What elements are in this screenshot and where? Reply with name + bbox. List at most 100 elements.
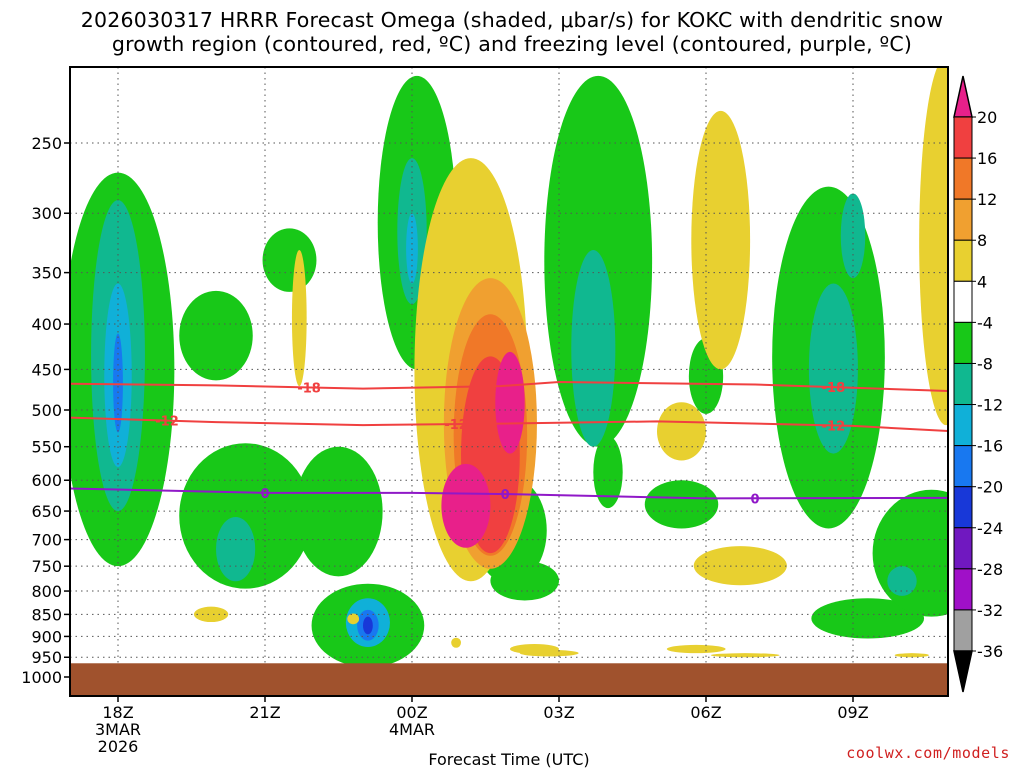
colorbar-bottom-arrow [953, 650, 973, 693]
omega-region-4 [691, 110, 751, 370]
omega-region-neg8 [872, 489, 948, 617]
omega-region-4 [710, 653, 780, 658]
colorbar-label: -12 [977, 396, 1003, 415]
colorbar-label: 20 [977, 108, 997, 127]
colorbar-top-arrow [953, 75, 973, 118]
omega-region-neg8 [294, 446, 383, 577]
colorbar-segment [953, 609, 973, 652]
y-tick-label: 300 [31, 204, 62, 223]
colorbar-label: -16 [977, 437, 1003, 456]
colorbar-label: 8 [977, 231, 987, 250]
colorbar-label: -32 [977, 601, 1003, 620]
colorbar-segment [953, 321, 973, 364]
y-axis: 250 300 350 400 450 500 550 600 650 700 750 800 850 9… [21, 134, 70, 687]
colorbar-segment [953, 198, 973, 241]
y-tick-label: 900 [31, 627, 62, 646]
omega-region-neg12 [887, 566, 917, 596]
colorbar-segment [953, 116, 973, 159]
contour-neg18 [70, 381, 948, 392]
contour-neg12 [70, 416, 948, 433]
y-tick-label: 500 [31, 401, 62, 420]
omega-region-4 [693, 546, 787, 586]
contour-lines: -18 -18 -12 -12 -12 0 0 0 [70, 381, 948, 507]
colorbar-label: -8 [977, 354, 993, 373]
colorbar-segment [953, 568, 973, 611]
colorbar-segment [953, 280, 973, 323]
y-tick-label: 800 [31, 582, 62, 601]
omega-region-neg8 [490, 561, 559, 601]
omega-region-4 [347, 613, 360, 625]
omega-region-20 [495, 351, 525, 454]
colorbar-segment [953, 157, 973, 200]
y-tick-label: 250 [31, 134, 62, 153]
y-tick-label: 1000 [21, 668, 62, 687]
chart-title-line1: 2026030317 HRRR Forecast Omega (shaded, … [80, 8, 944, 32]
omega-region-neg8 [593, 436, 623, 509]
x-tick-label: 03Z [543, 703, 574, 722]
colorbar-label: -36 [977, 642, 1003, 661]
contour-label: -18 [297, 381, 321, 396]
x-tick-label: 2026 [98, 737, 139, 756]
omega-region-neg12 [571, 249, 616, 447]
omega-region-neg12 [840, 193, 866, 279]
contour-label: -12 [444, 418, 468, 433]
colorbar-label: -4 [977, 313, 993, 332]
omega-region-4 [451, 637, 461, 648]
colorbar-segment [953, 486, 973, 529]
omega-region-4 [666, 644, 726, 654]
omega-region-neg8 [179, 290, 253, 381]
omega-region-neg12 [216, 516, 256, 582]
x-tick-label: 4MAR [389, 720, 435, 739]
omega-region-neg8 [644, 480, 719, 529]
y-tick-label: 350 [31, 264, 62, 283]
contour-label: 0 [260, 487, 269, 502]
contour-label: -12 [822, 419, 846, 434]
contour-label: -18 [822, 381, 846, 396]
contour-label: 0 [750, 492, 759, 507]
omega-region-neg8 [179, 443, 312, 589]
ground-surface [70, 663, 948, 696]
y-tick-label: 400 [31, 315, 62, 334]
x-tick-label: 09Z [837, 703, 868, 722]
omega-region-4 [894, 653, 929, 658]
contour-0 [70, 487, 948, 500]
colorbar-segment [953, 404, 973, 447]
x-tick-label: 06Z [690, 703, 721, 722]
contour-label: -12 [155, 415, 179, 430]
colorbar: 20 16 12 8 4 -4 -8 -12 -16 -20 -24 -28 -32 -36 [953, 75, 1003, 693]
omega-region-4 [919, 67, 948, 426]
omega-region-neg8 [262, 228, 317, 292]
colorbar-segment [953, 527, 973, 570]
omega-region-4 [519, 649, 579, 657]
y-tick-label: 750 [31, 557, 62, 576]
colorbar-label: 12 [977, 190, 997, 209]
plot-frame [69, 66, 949, 697]
y-tick-label: 450 [31, 360, 62, 379]
omega-region-neg20 [113, 333, 123, 433]
y-tick-label: 650 [31, 502, 62, 521]
omega-region-4 [291, 249, 307, 387]
y-tick-label: 600 [31, 471, 62, 490]
omega-region-4 [193, 606, 229, 623]
y-tick-label: 850 [31, 605, 62, 624]
colorbar-segment [953, 239, 973, 282]
omega-region-4 [430, 369, 443, 447]
colorbar-label: -20 [977, 478, 1003, 497]
colorbar-label: 4 [977, 272, 987, 291]
omega-region-neg16 [406, 213, 418, 284]
x-tick-label: 3MAR [95, 720, 141, 739]
colorbar-label: 16 [977, 149, 997, 168]
y-tick-label: 700 [31, 531, 62, 550]
colorbar-label: -28 [977, 560, 1003, 579]
omega-region-neg8 [811, 598, 925, 639]
omega-region-4 [657, 402, 706, 461]
omega-region-20 [441, 463, 491, 548]
colorbar-segment [953, 445, 973, 488]
credit-link[interactable]: coolwx.com/models [846, 744, 1010, 762]
colorbar-label: -24 [977, 519, 1003, 538]
colorbar-segment [953, 362, 973, 406]
chart-title-line2: growth region (contoured, red, ºC) and f… [111, 32, 913, 56]
x-tick-label: 21Z [249, 703, 280, 722]
